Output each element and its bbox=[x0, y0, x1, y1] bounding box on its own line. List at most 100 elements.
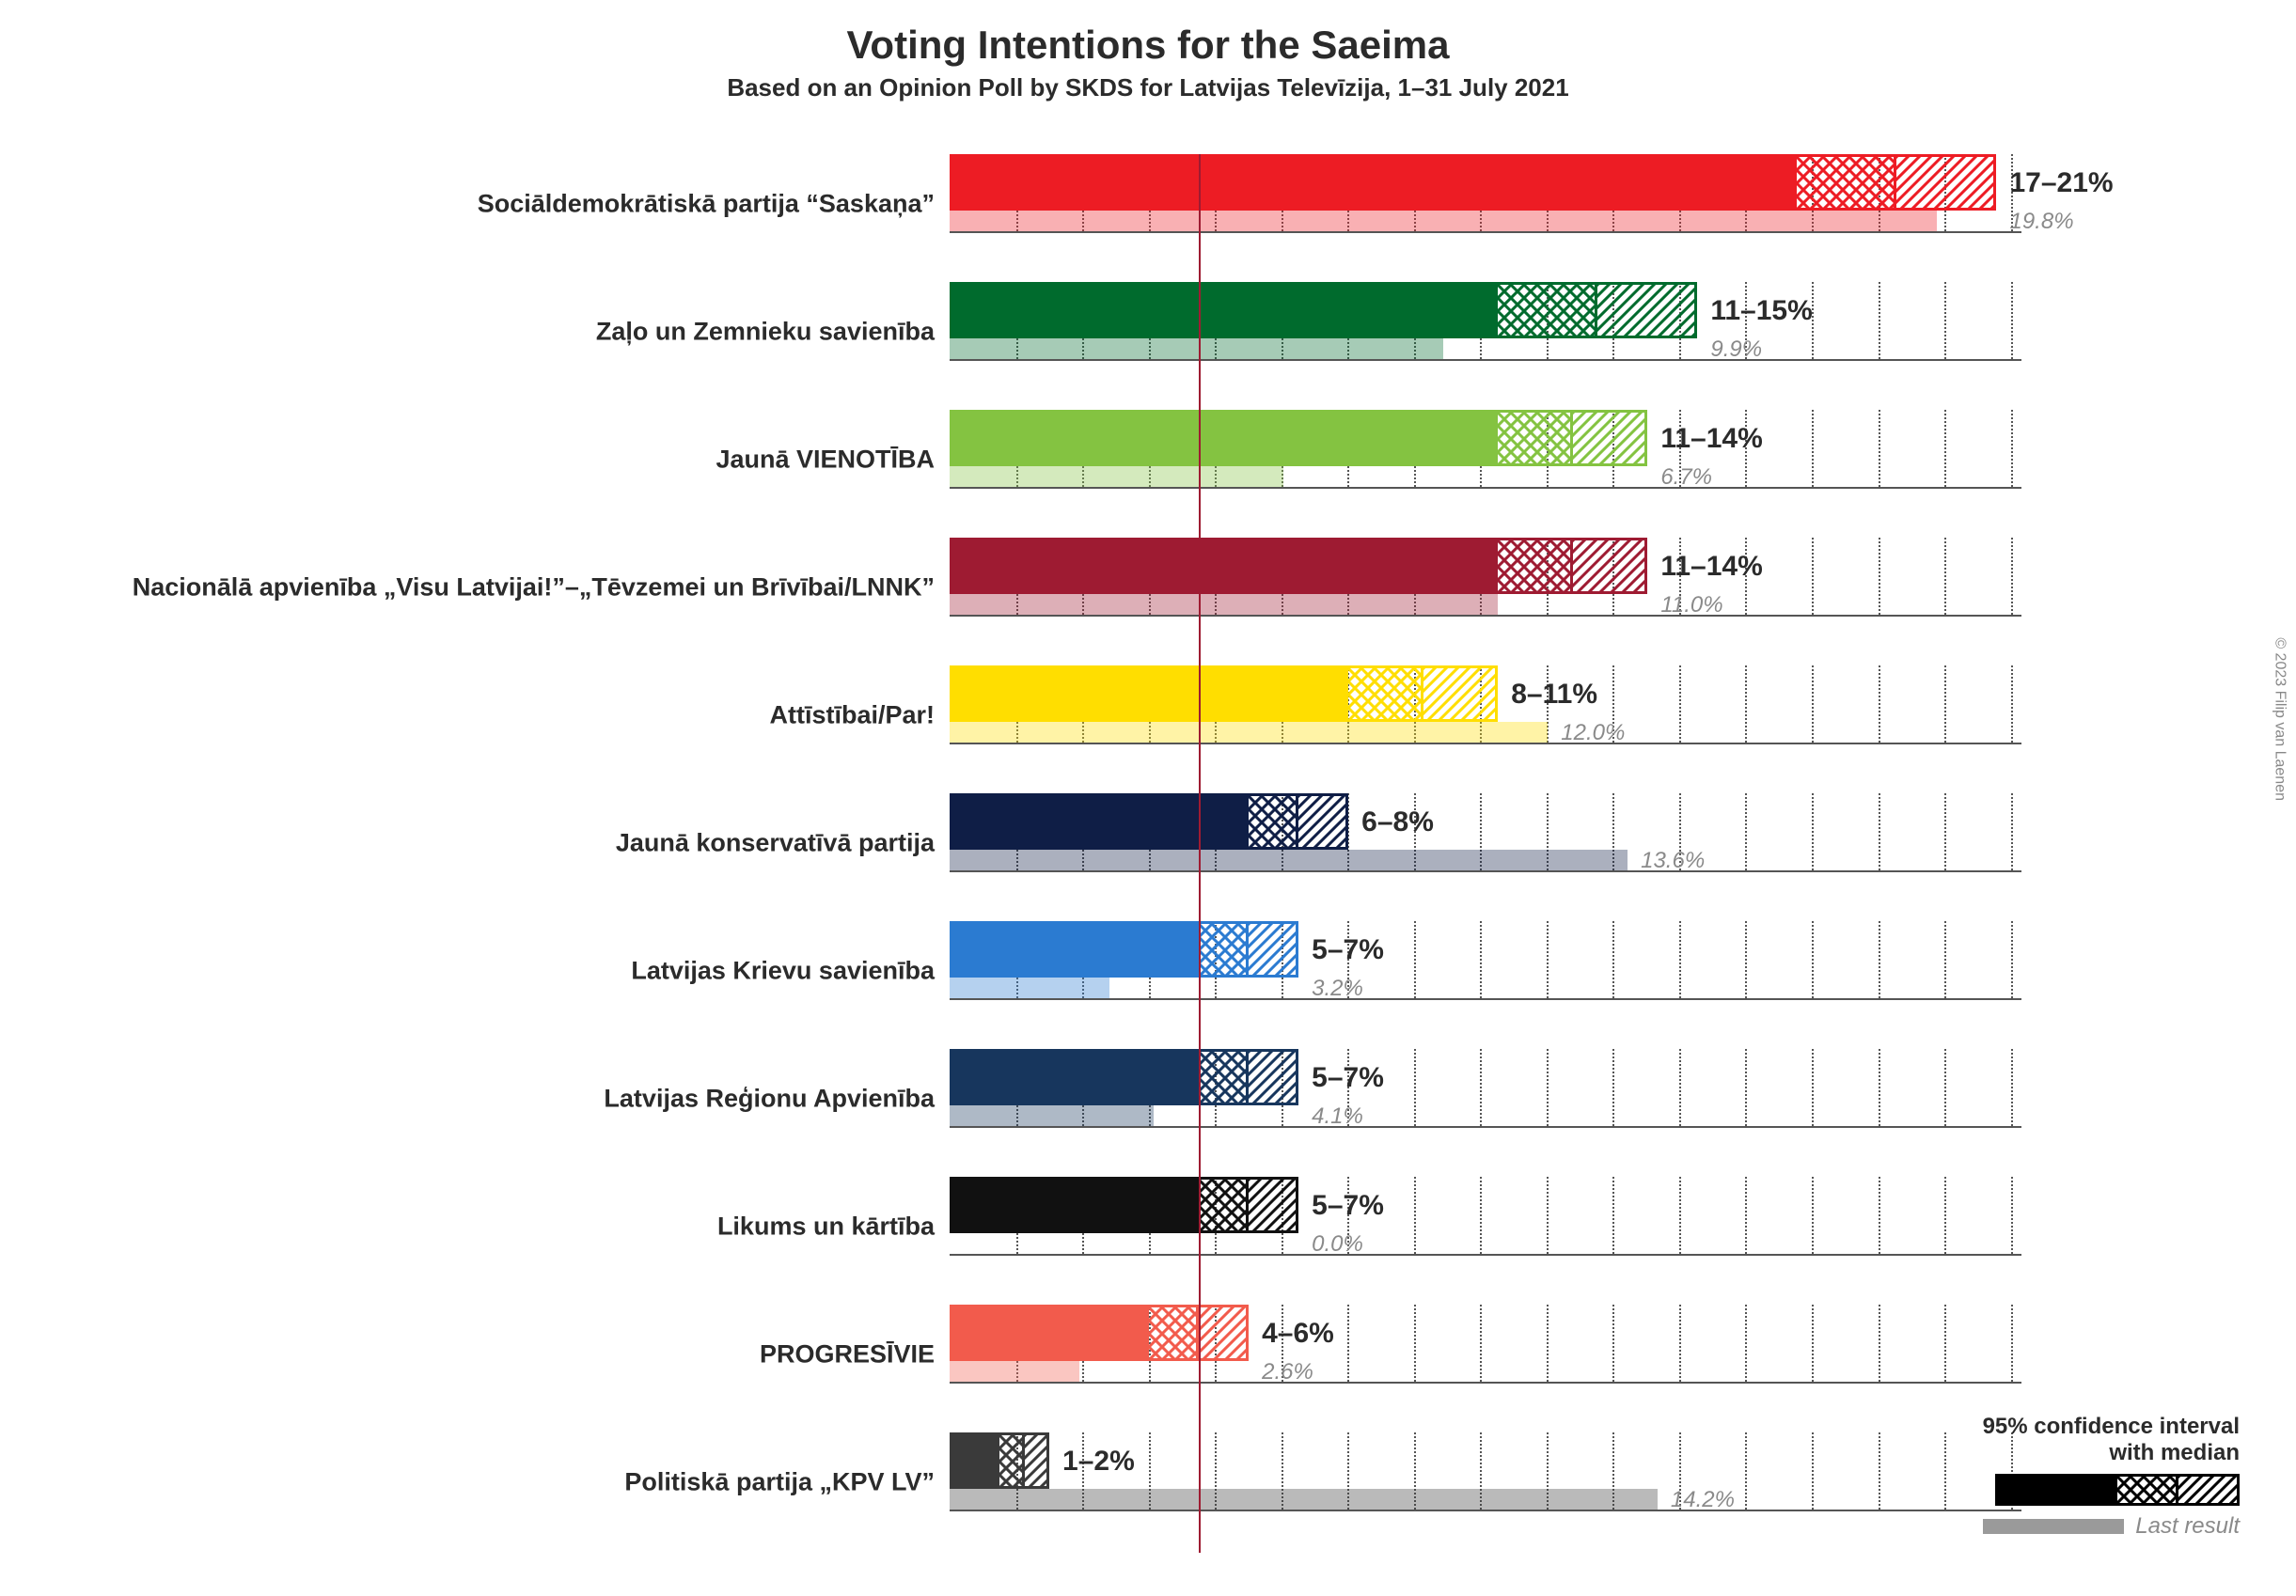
gridline bbox=[1944, 665, 1946, 743]
last-result-bar bbox=[950, 1361, 1079, 1382]
gridline bbox=[2011, 538, 2013, 615]
ci-bar-solid bbox=[950, 538, 1498, 594]
legend-ci-line2: with median bbox=[1983, 1440, 2240, 1466]
value-range: 11–14% bbox=[1660, 423, 1762, 455]
last-result-bar bbox=[950, 722, 1548, 743]
value-last: 2.6% bbox=[1262, 1359, 1313, 1385]
legend: 95% confidence interval with median Last… bbox=[1983, 1414, 2240, 1540]
party-label: Jaunā konservatīvā partija bbox=[616, 829, 950, 858]
row-baseline bbox=[950, 359, 2021, 361]
gridline bbox=[1944, 1049, 1946, 1126]
gridline bbox=[2011, 282, 2013, 359]
gridline bbox=[1944, 410, 1946, 487]
threshold-line bbox=[1199, 154, 1201, 1553]
row-baseline bbox=[950, 1254, 2021, 1256]
gridline bbox=[1414, 1177, 1416, 1254]
row-baseline bbox=[950, 870, 2021, 872]
party-row: Nacionālā apvienība „Visu Latvijai!”–„Tē… bbox=[950, 538, 2021, 658]
party-label: Politiskā partija „KPV LV” bbox=[624, 1468, 950, 1497]
party-label: Jaunā VIENOTĪBA bbox=[716, 446, 950, 475]
ci-bar-crosshatch bbox=[1199, 921, 1249, 978]
row-baseline bbox=[950, 743, 2021, 744]
gridline bbox=[1612, 1049, 1614, 1126]
row-baseline bbox=[950, 998, 2021, 1000]
last-result-bar bbox=[950, 466, 1283, 487]
ci-bar-diaghatch bbox=[1025, 1432, 1050, 1489]
gridline bbox=[1812, 1432, 1814, 1510]
party-label: Sociāldemokrātiskā partija “Saskaņa” bbox=[478, 190, 950, 219]
row-baseline bbox=[950, 487, 2021, 489]
ci-bar-diaghatch bbox=[1298, 793, 1348, 850]
value-range: 6–8% bbox=[1361, 806, 1434, 838]
ci-bar-diaghatch bbox=[1249, 1177, 1298, 1233]
party-label: Latvijas Reģionu Apvienība bbox=[604, 1085, 950, 1114]
party-row: PROGRESĪVIE4–6%2.6% bbox=[950, 1305, 2021, 1425]
ci-bar-crosshatch bbox=[1199, 1177, 1249, 1233]
chart-copyright: © 2023 Filip van Laenen bbox=[2272, 637, 2288, 801]
gridline bbox=[1944, 1432, 1946, 1510]
legend-last-label: Last result bbox=[2135, 1513, 2240, 1540]
gridline bbox=[1745, 921, 1747, 998]
gridline bbox=[1812, 1177, 1814, 1254]
gridline bbox=[2011, 410, 2013, 487]
last-result-bar bbox=[950, 978, 1109, 998]
value-range: 8–11% bbox=[1511, 679, 1597, 711]
party-row: Attīstībai/Par!8–11%12.0% bbox=[950, 665, 2021, 786]
poll-chart: Sociāldemokrātiskā partija “Saskaņa”17–2… bbox=[950, 154, 2021, 1553]
gridline bbox=[2011, 921, 2013, 998]
gridline bbox=[1812, 665, 1814, 743]
ci-bar-crosshatch bbox=[1249, 793, 1298, 850]
gridline bbox=[1812, 921, 1814, 998]
party-row: Jaunā konservatīvā partija6–8%13.6% bbox=[950, 793, 2021, 914]
gridline bbox=[1547, 1049, 1549, 1126]
gridline bbox=[1547, 1305, 1549, 1382]
ci-bar-diaghatch bbox=[1896, 154, 1996, 211]
last-result-bar bbox=[950, 338, 1443, 359]
gridline bbox=[1944, 921, 1946, 998]
ci-bar-solid bbox=[950, 410, 1498, 466]
gridline bbox=[2011, 793, 2013, 870]
gridline bbox=[1745, 665, 1747, 743]
value-last: 3.2% bbox=[1312, 976, 1363, 1002]
legend-last-bar: Last result bbox=[1983, 1513, 2240, 1540]
gridline bbox=[1745, 1049, 1747, 1126]
ci-bar-diaghatch bbox=[1249, 1049, 1298, 1105]
row-baseline bbox=[950, 1126, 2021, 1128]
gridline bbox=[1612, 1305, 1614, 1382]
party-row: Zaļo un Zemnieku savienība11–15%9.9% bbox=[950, 282, 2021, 402]
gridline bbox=[1414, 1049, 1416, 1126]
ci-bar-diaghatch bbox=[1597, 282, 1697, 338]
gridline bbox=[1745, 1305, 1747, 1382]
value-last: 19.8% bbox=[2009, 209, 2073, 235]
gridline bbox=[2011, 1305, 2013, 1382]
gridline bbox=[1879, 1177, 1880, 1254]
party-row: Sociāldemokrātiskā partija “Saskaņa”17–2… bbox=[950, 154, 2021, 274]
gridline bbox=[1944, 282, 1946, 359]
value-last: 12.0% bbox=[1561, 720, 1625, 746]
gridline bbox=[1944, 1305, 1946, 1382]
gridline bbox=[1812, 538, 1814, 615]
party-row: Latvijas Krievu savienība5–7%3.2% bbox=[950, 921, 2021, 1041]
gridline bbox=[1480, 1049, 1482, 1126]
gridline bbox=[1879, 665, 1880, 743]
ci-bar-crosshatch bbox=[1498, 538, 1573, 594]
gridline bbox=[1944, 793, 1946, 870]
value-range: 11–15% bbox=[1710, 295, 1812, 327]
value-range: 4–6% bbox=[1262, 1318, 1334, 1350]
value-range: 5–7% bbox=[1312, 934, 1384, 966]
party-label: Attīstībai/Par! bbox=[769, 701, 950, 730]
gridline bbox=[1812, 793, 1814, 870]
party-label: Latvijas Krievu savienība bbox=[631, 957, 950, 986]
legend-ci-line1: 95% confidence interval bbox=[1983, 1414, 2240, 1440]
gridline bbox=[1879, 1305, 1880, 1382]
row-baseline bbox=[950, 1382, 2021, 1384]
gridline bbox=[1480, 1305, 1482, 1382]
gridline bbox=[1480, 921, 1482, 998]
chart-subtitle: Based on an Opinion Poll by SKDS for Lat… bbox=[0, 73, 2296, 102]
ci-bar-crosshatch bbox=[1149, 1305, 1199, 1361]
gridline bbox=[1944, 538, 1946, 615]
gridline bbox=[1812, 410, 1814, 487]
gridline bbox=[1679, 665, 1681, 743]
gridline bbox=[1347, 1305, 1349, 1382]
ci-bar-crosshatch bbox=[1797, 154, 1896, 211]
